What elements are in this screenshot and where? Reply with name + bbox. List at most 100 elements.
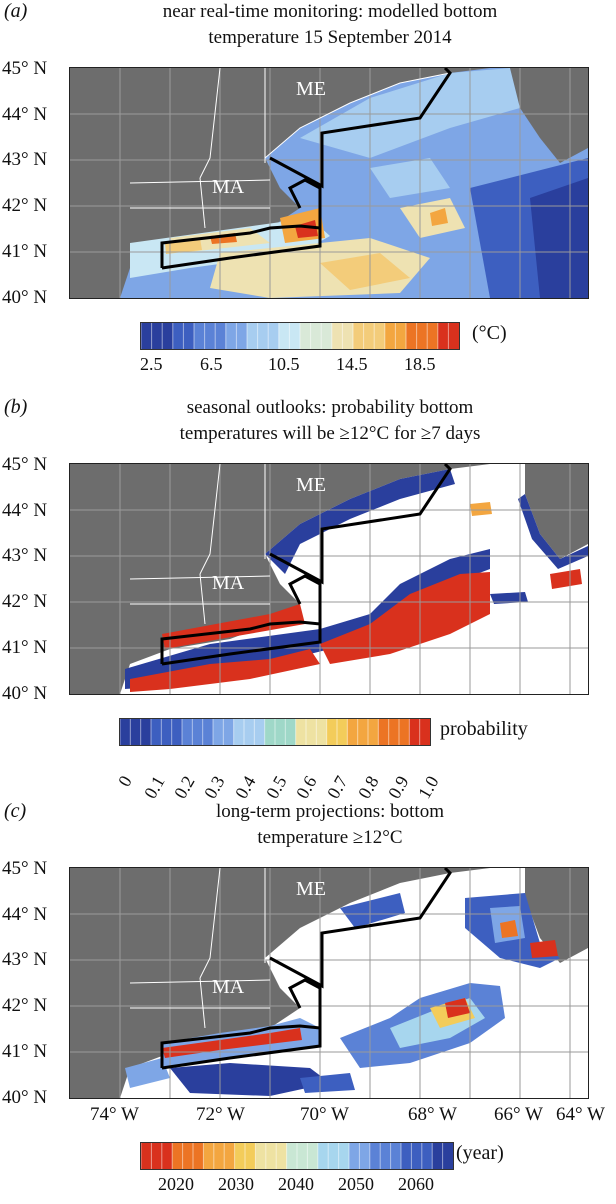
- colorbar-segment: [416, 323, 428, 349]
- lon-label: 68° W: [408, 1104, 457, 1125]
- colorbar-c-unit: (year): [456, 1142, 504, 1164]
- colorbar-segment: [193, 1143, 204, 1169]
- lat-label: 45° N: [2, 454, 48, 475]
- colorbar-b-tick: 0.8: [354, 772, 383, 802]
- colorbar-b-tick: 0.1: [140, 772, 169, 802]
- colorbar-segment: [388, 719, 400, 745]
- lat-label: 43° N: [2, 949, 48, 970]
- colorbar-segment: [223, 719, 235, 745]
- colorbar-segment: [151, 323, 163, 349]
- colorbar-b-tick: 0.2: [170, 772, 199, 802]
- colorbar-segment: [245, 1143, 256, 1169]
- colorbar-a: [140, 322, 460, 350]
- colorbar-segment: [233, 719, 245, 745]
- colorbar-segment: [286, 1143, 298, 1169]
- state-label-me: ME: [296, 878, 326, 900]
- colorbar-segment: [247, 323, 259, 349]
- colorbar-a-unit: (°C): [472, 322, 507, 344]
- colorbar-a-tick: 2.5: [140, 354, 163, 374]
- lat-label: 44° N: [2, 904, 48, 925]
- map-c-canvas: [70, 868, 588, 1098]
- colorbar-b-tick: 1.0: [414, 772, 443, 802]
- panel-c-label: (c): [4, 800, 27, 822]
- colorbar-c-tick: 2050: [338, 1174, 374, 1194]
- colorbar-segment: [347, 719, 359, 745]
- panel-c-title-line1: long-term projections: bottom: [216, 801, 444, 822]
- colorbar-segment: [213, 1143, 225, 1169]
- colorbar-segment: [171, 719, 183, 745]
- colorbar-segment: [363, 323, 375, 349]
- colorbar-segment: [421, 1143, 433, 1169]
- colorbar-segment: [140, 719, 152, 745]
- lat-label: 45° N: [2, 858, 48, 879]
- colorbar-segment: [399, 719, 410, 745]
- panel-b-title-line2: temperatures will be ≥12°C for ≥7 days: [179, 423, 481, 444]
- colorbar-segment: [213, 719, 224, 745]
- colorbar-segment: [357, 719, 369, 745]
- colorbar-segment: [380, 1143, 392, 1169]
- colorbar-segment: [151, 1143, 163, 1169]
- colorbar-segment: [278, 323, 290, 349]
- colorbar-c-tick: 2040: [278, 1174, 314, 1194]
- colorbar-segment: [306, 719, 317, 745]
- lat-label: 44° N: [2, 500, 48, 521]
- state-label-me: ME: [296, 474, 326, 496]
- lon-label: 74° W: [90, 1104, 139, 1125]
- panel-a: (a) near real-time monitoring: modelled …: [0, 0, 616, 380]
- lat-label: 42° N: [2, 995, 48, 1016]
- colorbar-segment: [130, 719, 142, 745]
- colorbar-b-tick: 0.9: [384, 772, 413, 802]
- colorbar-b-tick: 0.5: [262, 772, 291, 802]
- colorbar-b-tick: 0.6: [292, 772, 321, 802]
- colorbar-segment: [390, 1143, 402, 1169]
- colorbar-segment: [401, 1143, 412, 1169]
- colorbar-segment: [307, 1143, 319, 1169]
- state-label-ma: MA: [212, 176, 245, 198]
- panel-a-label: (a): [4, 0, 28, 22]
- colorbar-segment: [172, 1143, 184, 1169]
- colorbar-b-unit: probability: [440, 718, 528, 740]
- colorbar-segment: [437, 323, 449, 349]
- colorbar-segment: [300, 323, 312, 349]
- state-label-me: ME: [296, 78, 326, 100]
- colorbar-segment: [268, 323, 280, 349]
- colorbar-segment: [338, 1143, 350, 1169]
- lat-label: 43° N: [2, 149, 48, 170]
- colorbar-segment: [182, 719, 193, 745]
- colorbar-segment: [151, 719, 162, 745]
- colorbar-segment: [368, 719, 379, 745]
- lat-label: 45° N: [2, 58, 48, 79]
- colorbar-b-tick: 0.4: [231, 772, 260, 802]
- colorbar-segment: [289, 323, 301, 349]
- colorbar-segment: [161, 1143, 173, 1169]
- colorbar-segment: [406, 323, 418, 349]
- panel-c-title-line2: temperature ≥12°C: [257, 827, 403, 848]
- lat-label: 41° N: [2, 637, 48, 658]
- lon-label: 66° W: [494, 1104, 543, 1125]
- colorbar-segment: [378, 719, 390, 745]
- colorbar-segment: [255, 1143, 267, 1169]
- colorbar-segment: [359, 1143, 371, 1169]
- colorbar-segment: [353, 323, 365, 349]
- colorbar-segment: [342, 323, 354, 349]
- lon-label: 64° W: [556, 1104, 605, 1125]
- colorbar-segment: [225, 323, 237, 349]
- lat-label: 42° N: [2, 195, 48, 216]
- colorbar-segment: [321, 323, 333, 349]
- map-a-canvas: [70, 68, 588, 298]
- colorbar-c-tick: 2020: [158, 1174, 194, 1194]
- colorbar-segment: [328, 1143, 340, 1169]
- colorbar-c-tick: 2030: [218, 1174, 254, 1194]
- colorbar-b: [119, 718, 431, 746]
- colorbar-segment: [310, 323, 322, 349]
- colorbar-c: [140, 1142, 454, 1170]
- state-label-ma: MA: [212, 572, 245, 594]
- colorbar-segment: [264, 719, 276, 745]
- lon-label: 72° W: [196, 1104, 245, 1125]
- colorbar-segment: [448, 323, 459, 349]
- lat-label: 43° N: [2, 545, 48, 566]
- colorbar-c-tick: 2060: [398, 1174, 434, 1194]
- map-b: [69, 463, 589, 695]
- colorbar-segment: [275, 719, 286, 745]
- map-c: [69, 867, 589, 1099]
